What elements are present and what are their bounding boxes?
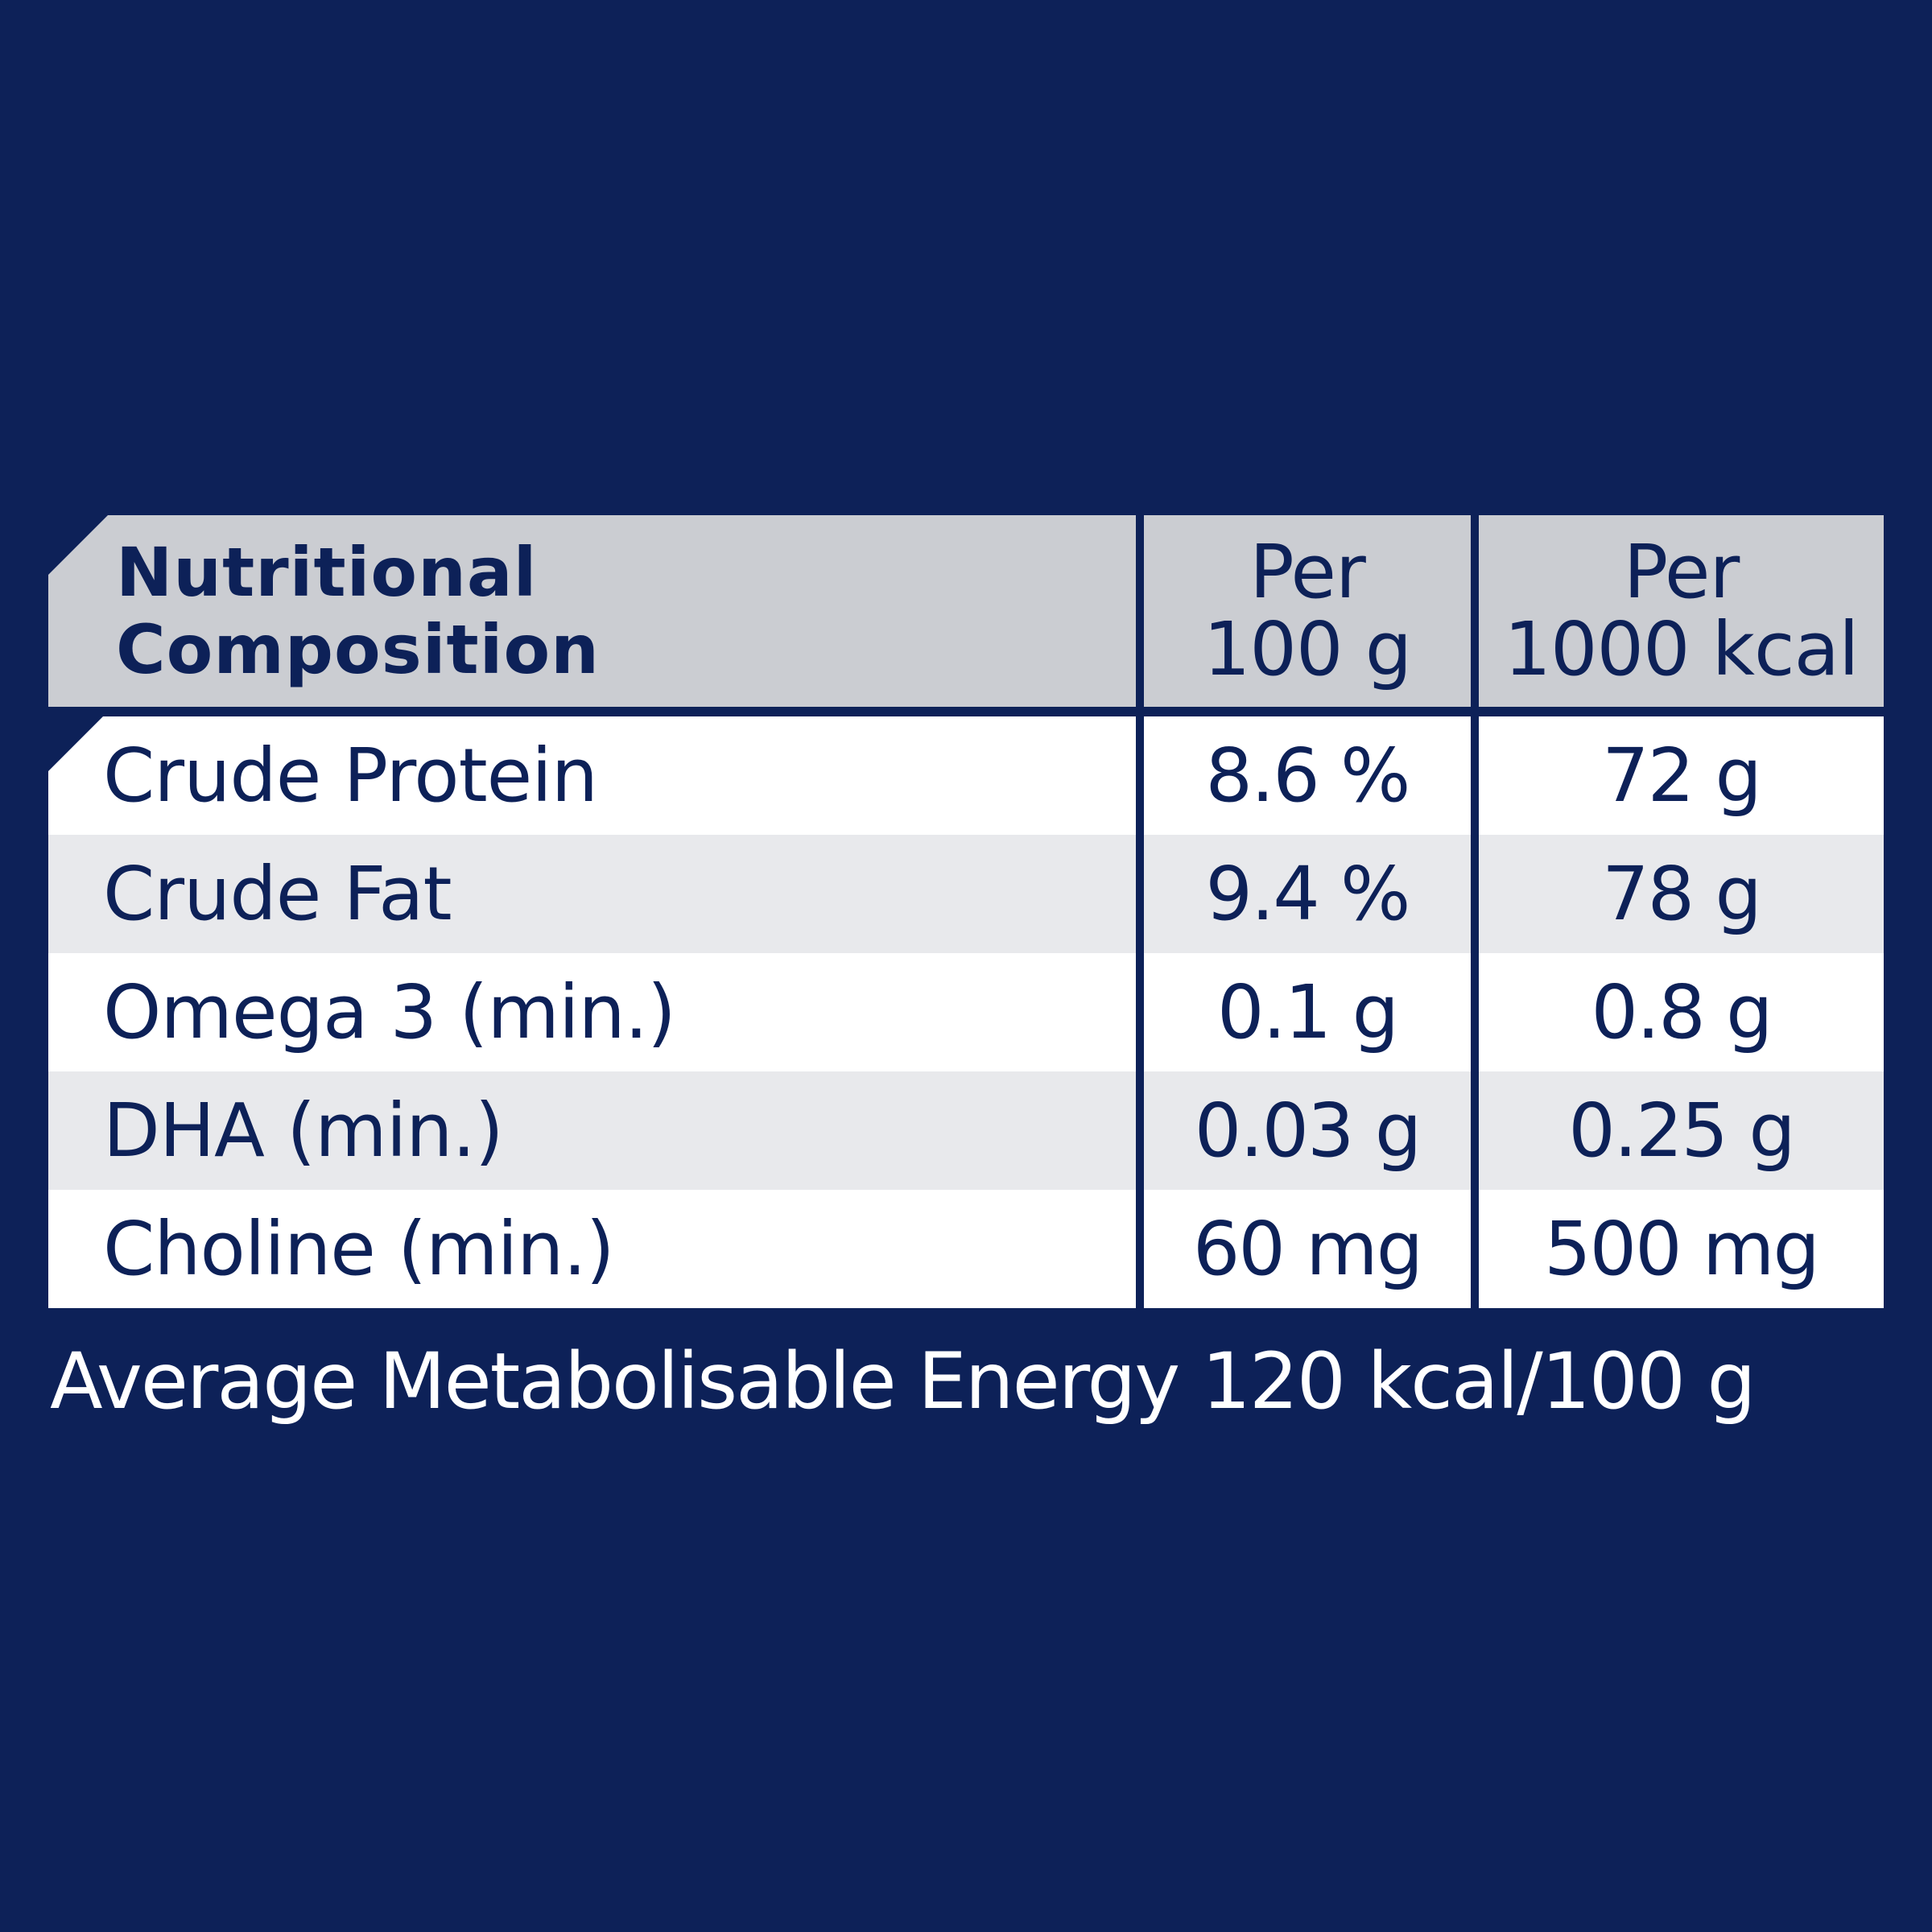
header-col2-line2: 1000 kcal xyxy=(1504,606,1859,692)
table-header: Nutritional Composition Per 100 g Per 10… xyxy=(48,515,1884,707)
value-per-100g-cell: 60 mg xyxy=(1144,1190,1471,1308)
header-title-line1: Nutritional xyxy=(116,533,538,612)
header-col1-line1: Per xyxy=(1249,529,1366,615)
nutrition-table: Nutritional Composition Per 100 g Per 10… xyxy=(48,515,1884,1308)
header-col-per-1000kcal: Per 1000 kcal xyxy=(1479,515,1884,707)
nutrient-label: Crude Fat xyxy=(103,851,452,937)
nutrient-label: DHA (min.) xyxy=(103,1088,504,1174)
value-per-100g-cell: 0.03 g xyxy=(1144,1071,1471,1190)
header-col1-line2: 100 g xyxy=(1203,606,1412,692)
value-per-100g-cell: 0.1 g xyxy=(1144,953,1471,1071)
value-per-1000kcal-cell: 78 g xyxy=(1479,835,1884,953)
value-per-100g-cell: 9.4 % xyxy=(1144,835,1471,953)
value-per-1000kcal-cell: 72 g xyxy=(1479,716,1884,835)
value-per-1000kcal: 500 mg xyxy=(1544,1206,1820,1292)
header-title: Nutritional Composition xyxy=(48,534,600,688)
nutrient-label: Omega 3 (min.) xyxy=(103,969,676,1055)
value-per-1000kcal: 78 g xyxy=(1602,851,1762,937)
value-per-1000kcal-cell: 500 mg xyxy=(1479,1190,1884,1308)
nutrient-label: Choline (min.) xyxy=(103,1206,615,1292)
value-per-100g: 9.4 % xyxy=(1205,851,1411,937)
header-title-line2: Composition xyxy=(116,610,600,689)
value-per-1000kcal: 0.25 g xyxy=(1568,1088,1795,1174)
row-label-cell: Choline (min.) xyxy=(48,1190,1136,1308)
value-per-100g-cell: 8.6 % xyxy=(1144,716,1471,835)
row-label-cell: Crude Fat xyxy=(48,835,1136,953)
value-per-1000kcal-cell: 0.8 g xyxy=(1479,953,1884,1071)
table-row: Crude Fat 9.4 % 78 g xyxy=(48,835,1884,953)
row-label-cell: DHA (min.) xyxy=(48,1071,1136,1190)
row-label-cell: Omega 3 (min.) xyxy=(48,953,1136,1071)
value-per-1000kcal-cell: 0.25 g xyxy=(1479,1071,1884,1190)
nutrient-label: Crude Protein xyxy=(103,733,598,819)
table-row: DHA (min.) 0.03 g 0.25 g xyxy=(48,1071,1884,1190)
value-per-100g: 60 mg xyxy=(1192,1206,1423,1292)
value-per-1000kcal: 0.8 g xyxy=(1591,969,1773,1055)
table-row: Omega 3 (min.) 0.1 g 0.8 g xyxy=(48,953,1884,1071)
header-col2-line1: Per xyxy=(1623,529,1740,615)
value-per-100g: 0.1 g xyxy=(1217,969,1399,1055)
header-title-cell: Nutritional Composition xyxy=(48,515,1136,707)
value-per-100g: 8.6 % xyxy=(1205,733,1411,819)
table-row: Choline (min.) 60 mg 500 mg xyxy=(48,1190,1884,1308)
energy-footnote: Average Metabolisable Energy 120 kcal/10… xyxy=(50,1336,1756,1426)
header-col-per-100g: Per 100 g xyxy=(1144,515,1471,707)
value-per-100g: 0.03 g xyxy=(1194,1088,1422,1174)
table-row: Crude Protein 8.6 % 72 g xyxy=(48,716,1884,835)
row-label-cell: Crude Protein xyxy=(48,716,1136,835)
value-per-1000kcal: 72 g xyxy=(1602,733,1762,819)
